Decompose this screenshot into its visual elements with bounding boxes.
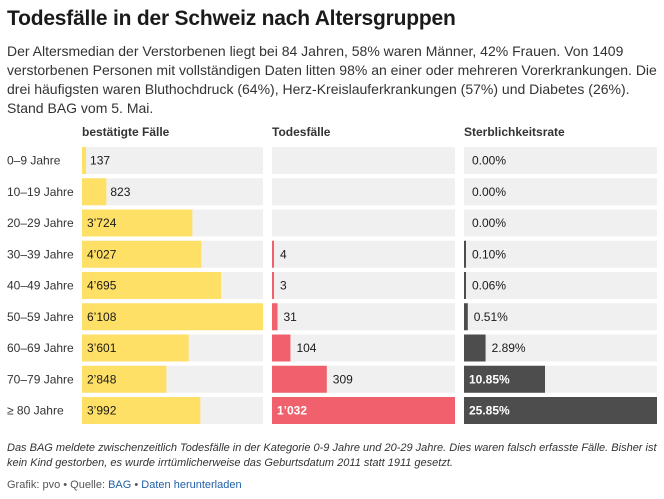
chart: bestätigte Fälle Todesfälle Sterblichkeits… — [7, 125, 657, 424]
value-label-sterblichkeitsrate: 2.89% — [492, 341, 526, 355]
source-separator: • — [134, 479, 139, 491]
value-label-todesf-lle: 31 — [283, 310, 297, 324]
value-label-best-tigte-f-lle: 3’601 — [87, 341, 117, 355]
track-todesf-lle — [272, 272, 455, 299]
value-label-sterblichkeitsrate: 10.85% — [469, 372, 510, 386]
bar-todesf-lle — [272, 240, 274, 268]
value-label-todesf-lle: 1’032 — [277, 404, 307, 418]
row-label-30-39-jahre: 30–39 Jahre — [7, 247, 74, 261]
track-sterblichkeitsrate — [464, 240, 657, 268]
value-label-sterblichkeitsrate: 0.10% — [472, 247, 506, 261]
value-label-todesf-lle: 3 — [280, 279, 287, 293]
bar-sterblichkeitsrate — [464, 240, 466, 268]
bar-best-tigte-f-lle — [82, 334, 189, 362]
bar-todesf-lle — [272, 303, 278, 331]
value-label-sterblichkeitsrate: 0.00% — [472, 154, 506, 168]
bar-best-tigte-f-lle — [82, 178, 107, 206]
value-label-sterblichkeitsrate: 0.00% — [472, 185, 506, 199]
track-sterblichkeitsrate — [464, 209, 657, 237]
track-todesf-lle — [272, 334, 455, 362]
bar-best-tigte-f-lle — [82, 272, 222, 299]
value-label-best-tigte-f-lle: 3’992 — [87, 404, 117, 418]
value-label-best-tigte-f-lle: 4’695 — [87, 279, 117, 293]
bar-best-tigte-f-lle — [82, 365, 167, 393]
source-prefix: Grafik: pvo • Quelle: — [7, 479, 106, 491]
bar-sterblichkeitsrate — [464, 397, 657, 424]
chart-title: Todesfälle in der Schweiz nach Altersgru… — [7, 7, 456, 30]
bar-todesf-lle — [272, 365, 327, 393]
footnote: Das BAG meldete zwischenzeitlich Todesfä… — [7, 442, 657, 469]
value-label-sterblichkeitsrate: 0.51% — [474, 310, 508, 324]
bar-sterblichkeitsrate — [464, 303, 468, 331]
track-sterblichkeitsrate — [464, 178, 657, 206]
track-todesf-lle — [272, 147, 455, 174]
column-header-sterblichkeitsrate: Sterblichkeitsrate — [464, 125, 565, 139]
source-link[interactable]: BAG — [108, 479, 132, 491]
value-label-todesf-lle: 104 — [296, 341, 316, 355]
track-todesf-lle — [272, 240, 455, 268]
bar-best-tigte-f-lle — [82, 303, 263, 331]
row-label-80-jahre: ≥ 80 Jahre — [7, 404, 64, 418]
value-label-best-tigte-f-lle: 2’848 — [87, 372, 117, 386]
value-label-best-tigte-f-lle: 6’108 — [87, 310, 117, 324]
value-label-best-tigte-f-lle: 823 — [110, 185, 130, 199]
track-sterblichkeitsrate — [464, 272, 657, 299]
bar-sterblichkeitsrate — [464, 272, 466, 299]
track-best-tigte-f-lle — [82, 178, 263, 206]
bar-best-tigte-f-lle — [82, 397, 201, 424]
row-label-40-49-jahre: 40–49 Jahre — [7, 279, 74, 293]
row-label-50-59-jahre: 50–59 Jahre — [7, 310, 74, 324]
value-label-todesf-lle: 309 — [333, 372, 353, 386]
bar-best-tigte-f-lle — [82, 209, 193, 237]
column-header-best-tigte-f-lle: bestätigte Fälle — [82, 125, 170, 139]
bar-todesf-lle — [272, 397, 455, 424]
row-label-60-69-jahre: 60–69 Jahre — [7, 341, 74, 355]
track-sterblichkeitsrate — [464, 334, 657, 362]
value-label-sterblichkeitsrate: 25.85% — [469, 404, 510, 418]
track-todesf-lle — [272, 303, 455, 331]
track-best-tigte-f-lle — [82, 147, 263, 174]
value-label-todesf-lle: 4 — [280, 247, 287, 261]
bar-sterblichkeitsrate — [464, 334, 486, 362]
chart-subtitle: Der Altersmedian der Verstorbenen liegt … — [7, 43, 657, 116]
bar-sterblichkeitsrate — [464, 365, 546, 393]
download-data-link[interactable]: Daten herunterladen — [141, 479, 242, 491]
track-sterblichkeitsrate — [464, 147, 657, 174]
value-label-best-tigte-f-lle: 137 — [90, 154, 110, 168]
bar-best-tigte-f-lle — [82, 240, 202, 268]
bar-best-tigte-f-lle — [82, 147, 87, 174]
value-label-sterblichkeitsrate: 0.06% — [472, 279, 506, 293]
row-label-20-29-jahre: 20–29 Jahre — [7, 216, 74, 230]
row-label-10-19-jahre: 10–19 Jahre — [7, 185, 74, 199]
track-sterblichkeitsrate — [464, 303, 657, 331]
row-label-0-9-jahre: 0–9 Jahre — [7, 154, 61, 168]
value-label-best-tigte-f-lle: 4’027 — [87, 247, 117, 261]
column-header-todesf-lle: Todesfälle — [272, 125, 331, 139]
source-line: Grafik: pvo • Quelle: BAG • Daten herunt… — [7, 479, 242, 491]
value-label-best-tigte-f-lle: 3’724 — [87, 216, 117, 230]
bar-todesf-lle — [272, 272, 274, 299]
value-label-sterblichkeitsrate: 0.00% — [472, 216, 506, 230]
bar-todesf-lle — [272, 334, 291, 362]
row-label-70-79-jahre: 70–79 Jahre — [7, 372, 74, 386]
track-todesf-lle — [272, 209, 455, 237]
track-todesf-lle — [272, 178, 455, 206]
